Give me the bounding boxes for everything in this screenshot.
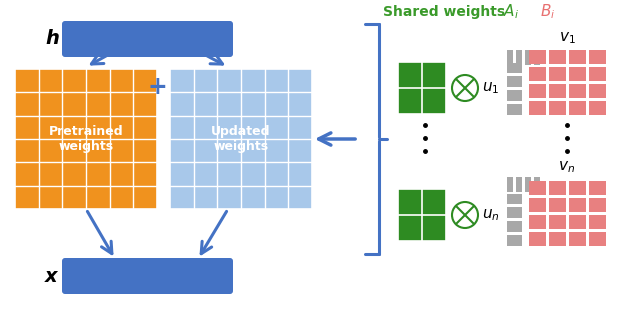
Bar [515,49,522,65]
Bar [506,76,522,87]
Bar [506,90,522,101]
Text: $\boldsymbol{v_n}$: $\boldsymbol{v_n}$ [559,159,575,175]
Text: Pretrained
weights: Pretrained weights [49,125,124,153]
Bar [506,104,522,115]
Bar [398,62,446,114]
Text: $\boldsymbol{u_1}$: $\boldsymbol{u_1}$ [482,80,499,96]
Bar [568,197,586,211]
Bar [506,62,522,73]
Text: Shared weights: Shared weights [383,5,510,19]
Bar [589,197,605,211]
Text: $\boldsymbol{u_n}$: $\boldsymbol{u_n}$ [482,207,500,223]
Bar [568,49,586,64]
Bar [525,176,531,192]
Bar [589,66,605,81]
Bar [529,214,545,228]
Bar [548,231,566,245]
Bar [15,69,157,209]
Bar [548,66,566,81]
Bar [506,207,522,218]
Bar [548,180,566,194]
Text: $\boldsymbol{x}$: $\boldsymbol{x}$ [44,266,60,286]
Bar [529,231,545,245]
Bar [548,49,566,64]
Bar [548,197,566,211]
Bar [589,214,605,228]
Text: $\boldsymbol{v_1}$: $\boldsymbol{v_1}$ [559,30,575,46]
Bar [506,235,522,245]
Bar [515,176,522,192]
Bar [525,49,531,65]
Bar [529,197,545,211]
Bar [589,231,605,245]
Bar [589,49,605,64]
Bar [548,100,566,115]
Bar [170,69,312,209]
Bar [506,221,522,232]
Bar [529,66,545,81]
Bar [506,176,513,192]
Bar [589,180,605,194]
Bar [548,214,566,228]
Bar [568,83,586,98]
Text: $\boldsymbol{h}$: $\boldsymbol{h}$ [45,29,60,49]
Bar [529,180,545,194]
FancyBboxPatch shape [62,258,233,294]
Text: $\boldsymbol{A_i}$: $\boldsymbol{A_i}$ [503,3,519,21]
Bar [568,180,586,194]
Text: $\boldsymbol{B_i}$: $\boldsymbol{B_i}$ [540,3,556,21]
Text: $\mathbf{+}$: $\mathbf{+}$ [147,75,166,99]
Bar [589,83,605,98]
Bar [568,100,586,115]
Bar [534,176,540,192]
Bar [506,49,513,65]
FancyBboxPatch shape [62,21,233,57]
Bar [506,193,522,204]
Bar [548,83,566,98]
Bar [589,100,605,115]
Bar [398,189,446,241]
Bar [568,66,586,81]
Bar [529,100,545,115]
Bar [529,83,545,98]
Bar [568,231,586,245]
Bar [529,49,545,64]
Text: Updated
weights: Updated weights [211,125,271,153]
Bar [534,49,540,65]
Bar [568,214,586,228]
